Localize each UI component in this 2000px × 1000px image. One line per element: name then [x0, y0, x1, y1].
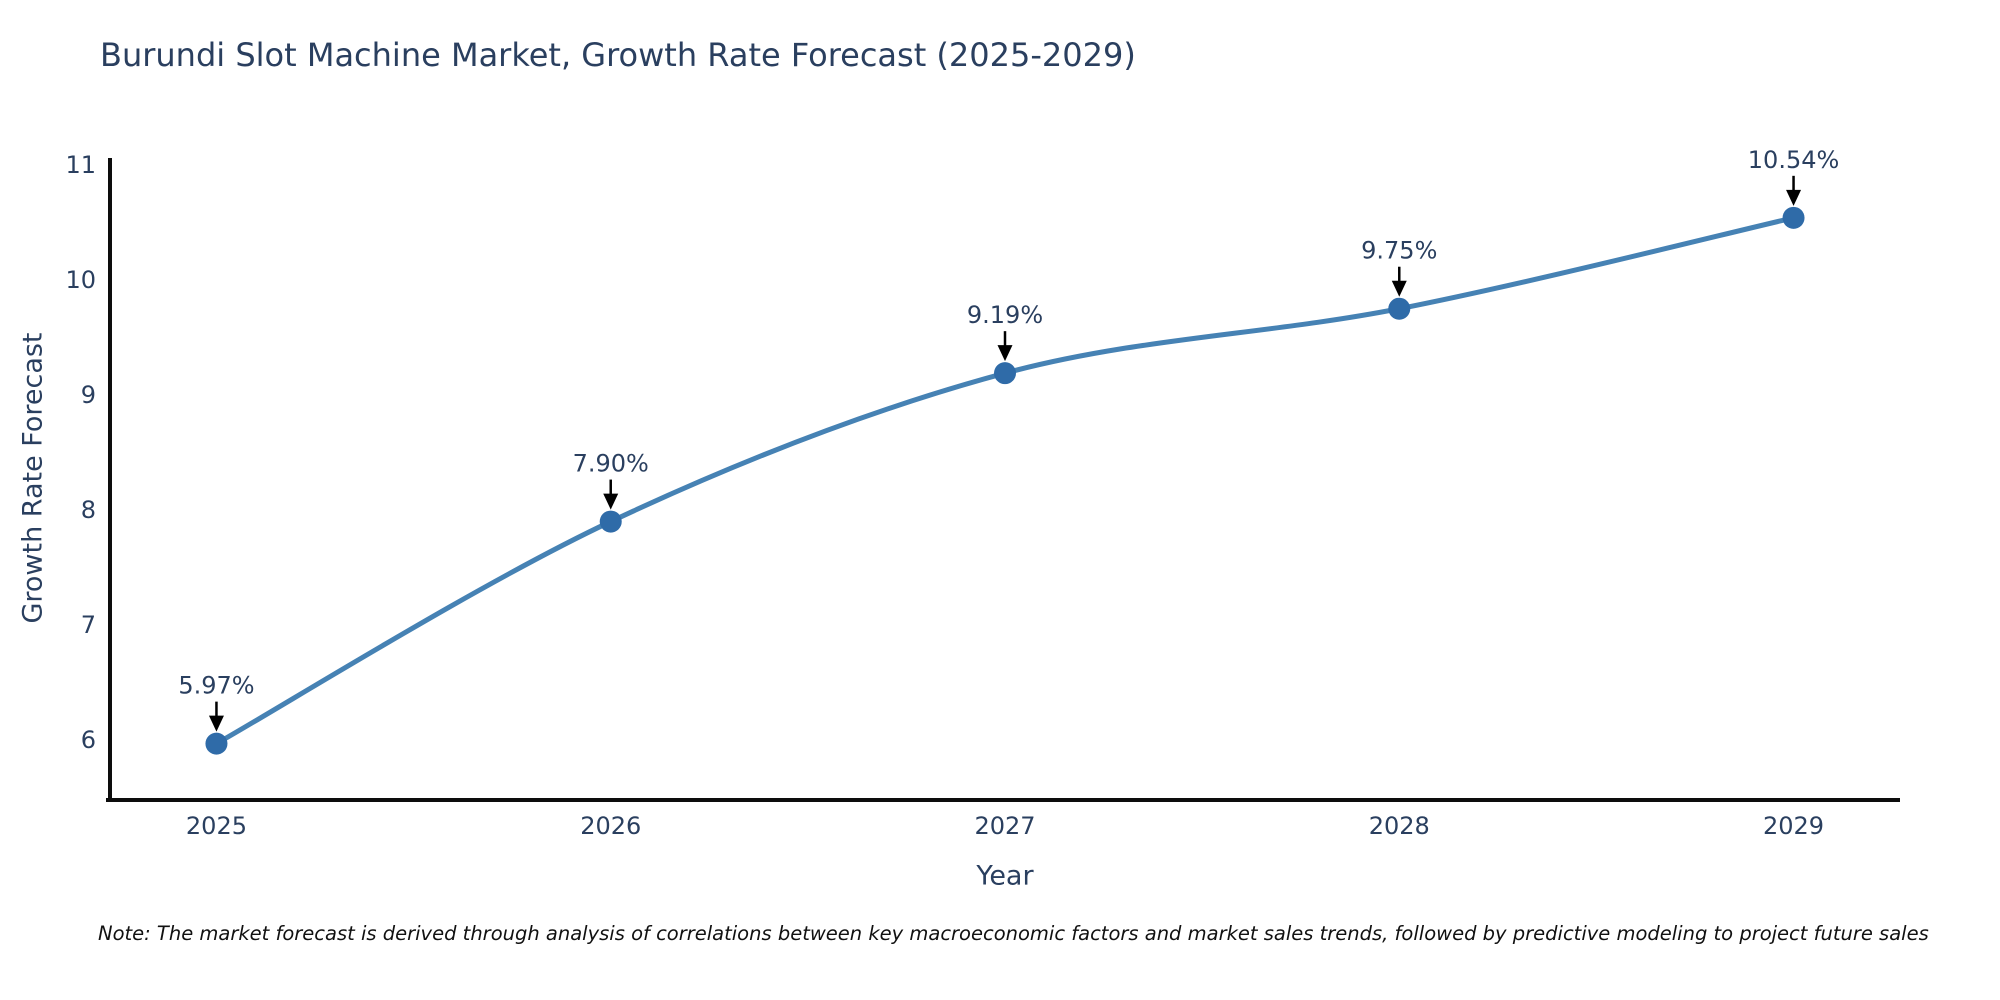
y-tick-label: 6 — [81, 726, 96, 754]
data-point-marker — [994, 362, 1016, 385]
x-tick-label: 2028 — [1369, 812, 1430, 840]
annotation-arrowhead — [1786, 189, 1802, 206]
data-point-label: 9.75% — [1361, 237, 1437, 265]
annotation-arrowhead — [1391, 280, 1407, 297]
annotation-arrowhead — [997, 345, 1013, 362]
x-tick-label: 2027 — [974, 812, 1035, 840]
y-tick-label: 10 — [65, 266, 96, 294]
annotation-arrowhead — [208, 715, 224, 732]
annotation-arrowhead — [603, 493, 619, 510]
y-tick-label: 8 — [81, 496, 96, 524]
footnote: Note: The market forecast is derived thr… — [98, 922, 1929, 945]
data-point-marker — [1782, 206, 1805, 229]
data-point-marker — [1388, 297, 1411, 320]
data-point-label: 10.54% — [1748, 146, 1840, 174]
y-tick-label: 11 — [65, 151, 96, 179]
y-tick-label: 9 — [81, 381, 96, 409]
x-tick-label: 2026 — [580, 812, 641, 840]
y-tick-label: 7 — [81, 611, 96, 639]
data-point-label: 9.19% — [967, 301, 1043, 329]
y-axis-title: Growth Rate Forecast — [17, 332, 49, 624]
data-point-marker — [599, 510, 622, 533]
data-point-label: 7.90% — [573, 450, 649, 478]
x-tick-label: 2025 — [186, 812, 247, 840]
x-axis-title: Year — [976, 860, 1034, 892]
x-tick-label: 2029 — [1763, 812, 1824, 840]
data-point-marker — [205, 732, 228, 755]
chart-title: Burundi Slot Machine Market, Growth Rate… — [100, 36, 1136, 74]
data-point-label: 5.97% — [178, 672, 254, 700]
forecast-line — [213, 215, 1797, 747]
